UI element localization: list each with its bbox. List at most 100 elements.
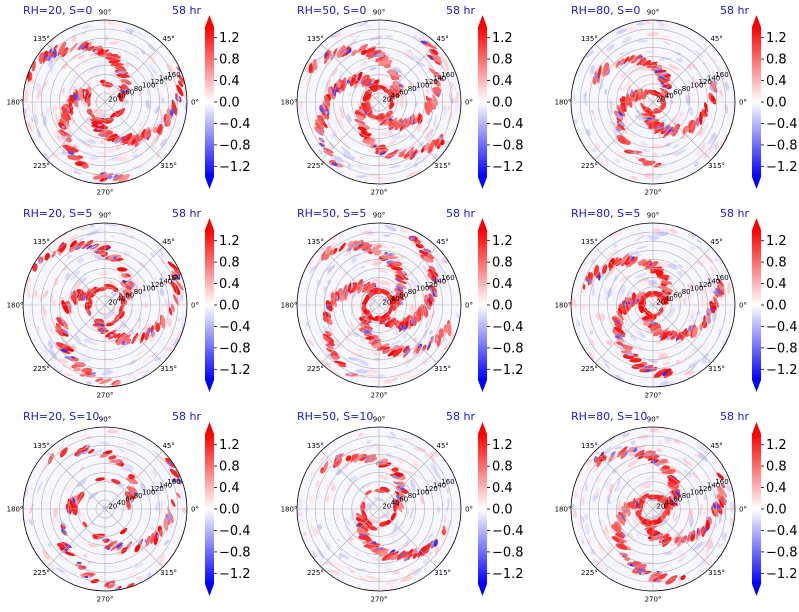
angular-grid-line: [46, 246, 106, 306]
field-cell: [69, 234, 78, 240]
field-cell: [357, 433, 364, 437]
field-cell: [589, 74, 592, 87]
field-cell: [705, 538, 713, 550]
field-cell: [336, 562, 347, 569]
rainband-cell: [387, 349, 397, 357]
field-cell: [118, 276, 129, 282]
field-cell: [620, 284, 626, 295]
field-cell: [400, 228, 407, 233]
rainband-cell: [717, 487, 725, 498]
field-cell: [389, 431, 397, 437]
colorbar-tick-label: −0.4: [492, 117, 524, 132]
field-cell: [698, 283, 704, 290]
field-cell: [369, 66, 377, 71]
radial-tick-label: 160: [167, 274, 180, 282]
field-cell: [351, 508, 355, 517]
field-cell: [368, 225, 379, 229]
field-cell: [698, 503, 703, 518]
eyewall-cell: [369, 114, 377, 119]
field-cell: [603, 358, 611, 371]
field-cell: [150, 525, 155, 531]
field-cell: [354, 348, 364, 352]
field-cell: [141, 50, 146, 55]
field-cell: [336, 372, 342, 378]
field-cell: [658, 133, 663, 139]
rainband-cell: [338, 242, 347, 252]
field-cell: [309, 135, 315, 144]
field-cell: [717, 542, 720, 548]
panel-time-label: 58 hr: [446, 4, 475, 17]
eyewall-cell: [110, 478, 121, 485]
rainband-cell: [717, 284, 725, 296]
field-cell: [413, 251, 424, 261]
field-cell: [725, 484, 732, 493]
field-cell: [406, 509, 409, 516]
field-cell: [602, 534, 609, 545]
field-cell: [122, 149, 127, 153]
rainband-cell: [434, 79, 441, 87]
field-cell: [615, 150, 627, 160]
colorbar-tick-label: 1.2: [492, 234, 513, 249]
radial-tick-label: 120: [151, 485, 164, 493]
field-cell: [656, 448, 662, 453]
field-cell: [46, 106, 50, 117]
colorbar: 1.20.80.40.0−0.4−0.8−1.2: [205, 15, 251, 189]
field-cell: [177, 317, 181, 323]
field-cell: [579, 494, 585, 507]
rainband-cell: [611, 524, 622, 534]
field-cell: [104, 35, 109, 40]
downdraft-cell: [399, 299, 404, 305]
field-cell: [380, 140, 391, 146]
field-cell: [388, 546, 400, 552]
downdraft-cell: [85, 444, 90, 449]
field-cell: [630, 571, 637, 576]
rainband-cell: [87, 374, 96, 378]
field-cell: [686, 357, 693, 364]
rainband-cell: [325, 330, 332, 337]
downdraft-cell: [630, 89, 634, 96]
field-cell: [666, 301, 672, 312]
field-cell: [659, 564, 666, 570]
colorbar-extend-max: [205, 15, 214, 27]
field-cell: [597, 562, 611, 570]
radial-tick-label: 160: [441, 478, 454, 486]
rainband-cell: [423, 255, 434, 263]
field-cell: [87, 492, 99, 500]
field-cell: [108, 73, 117, 76]
rainband-cell: [131, 139, 136, 145]
field-cell: [93, 481, 101, 487]
field-cell: [42, 289, 49, 299]
colorbar-gradient: [752, 27, 761, 177]
field-cell: [442, 88, 446, 94]
field-cell: [306, 493, 310, 505]
downdraft-cell: [367, 82, 371, 86]
field-cell: [30, 79, 36, 84]
field-cell: [624, 78, 632, 90]
rainband-cell: [368, 79, 380, 89]
field-cell: [415, 102, 418, 107]
field-cell: [301, 71, 309, 84]
rainband-cell: [616, 105, 626, 117]
radial-tick-label: 140: [433, 482, 446, 490]
field-cell: [405, 499, 409, 505]
field-cell: [303, 95, 307, 102]
downdraft-cell: [388, 253, 393, 256]
eyewall-cell: [367, 525, 378, 531]
field-cell: [139, 445, 148, 454]
rainband-cell: [430, 98, 436, 110]
rainband-cell: [631, 54, 642, 64]
angular-tick-label: 180°: [7, 506, 24, 514]
field-cell: [702, 289, 706, 295]
field-cell: [712, 493, 718, 501]
radial-tick-label: 160: [441, 274, 454, 282]
field-cell: [378, 269, 386, 273]
field-cell: [412, 244, 419, 250]
colorbar: 1.20.80.40.0−0.4−0.8−1.2: [205, 422, 251, 596]
field-cell: [727, 281, 731, 295]
field-cell: [621, 432, 630, 437]
field-cell: [144, 326, 149, 335]
downdraft-cell: [121, 90, 126, 94]
field-cell: [427, 314, 433, 325]
field-cell: [687, 283, 693, 291]
field-cell: [703, 61, 707, 66]
